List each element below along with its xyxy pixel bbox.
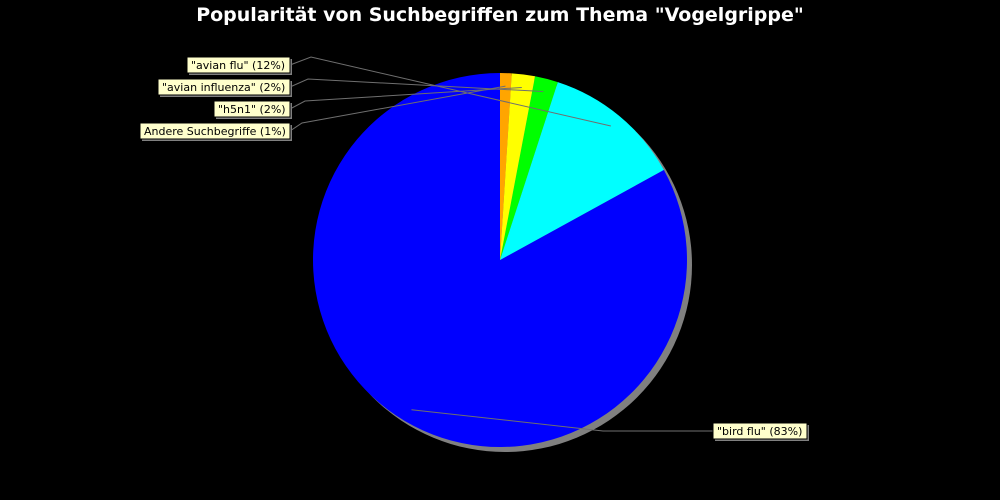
slice-label-bird-flu-83-leader [411,409,713,432]
pie-slice-avian-flu-12 [500,82,664,260]
chart-title: Popularität von Suchbegriffen zum Thema … [196,4,804,26]
slice-labels: "avian flu" (12%) "avian influenza" (2%) "… [139,56,809,441]
slice-label-h5n1-2: "h5n1" (2%) [213,100,292,119]
slice-label-h5n1-2-box [213,100,291,118]
slice-label-avian-influenza-2-leader [289,78,544,93]
pie-slices [313,73,687,447]
slice-label-h5n1-2-leader [289,86,522,110]
pie-slice-avian-influenza-2 [500,76,558,260]
slice-label-h5n1-2-text: "h5n1" (2%) [218,103,286,116]
slice-label-andere-suchbegriffe-1-box [139,122,291,140]
leader-lines [289,56,713,432]
pie-slice-bird-flu-83 [313,73,687,447]
slice-label-andere-suchbegriffe-1-leader [289,85,506,132]
slice-label-bird-flu-83-text: "bird flu" (83%) [717,425,802,438]
slice-label-avian-flu-12-text: "avian flu" (12%) [191,59,285,72]
pie-slice-andere-suchbegriffe-1 [500,73,512,260]
slice-label-avian-flu-12-leader [289,56,611,127]
slice-label-bird-flu-83: "bird flu" (83%) [712,422,809,441]
slice-label-avian-flu-12-box [186,56,291,74]
slice-label-avian-flu-12: "avian flu" (12%) [186,56,292,75]
slice-label-andere-suchbegriffe-1: Andere Suchbegriffe (1%) [139,122,292,141]
slice-label-andere-suchbegriffe-1-text: Andere Suchbegriffe (1%) [144,125,286,138]
slice-label-avian-influenza-2-box [157,78,291,96]
pie-slice-h5n1-2 [500,73,536,260]
slice-label-bird-flu-83-box [712,422,808,440]
slice-label-avian-influenza-2: "avian influenza" (2%) [157,78,292,97]
slice-label-avian-influenza-2-text: "avian influenza" (2%) [162,81,285,94]
